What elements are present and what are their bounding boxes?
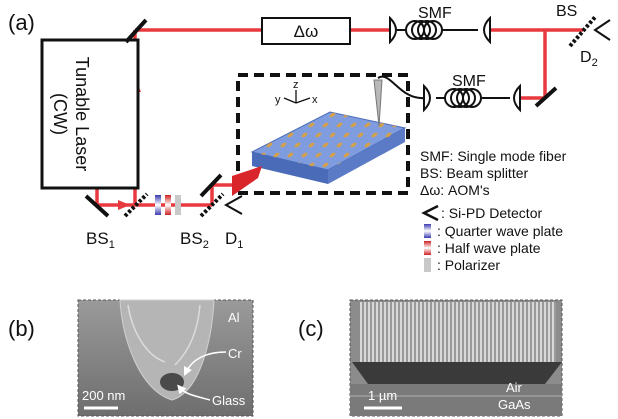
input-light-cone — [232, 166, 262, 196]
smf-top-coupler-in — [389, 15, 397, 45]
fiber-to-probe — [377, 75, 425, 100]
bs1-symbol — [123, 192, 149, 218]
laser-label: Tunable Laser (CW) — [50, 57, 92, 171]
nsom-probe-tip — [373, 79, 383, 127]
beam-arrow-right — [118, 200, 130, 210]
detector-d2-icon — [593, 19, 611, 41]
bs1-label: BS1 — [86, 229, 115, 251]
legend-hwp: : Half wave plate — [437, 240, 541, 256]
axis-z-label: z — [293, 79, 299, 91]
axes-indicator — [283, 90, 311, 104]
legend-pol-icon — [424, 258, 431, 272]
sem-b-al-label: Al — [228, 310, 240, 325]
sem-c-gaas-label: GaAs — [498, 397, 531, 412]
smf-bottom — [423, 83, 521, 113]
laser-label-line1: Tunable Laser — [72, 57, 92, 171]
smf-bottom-coupler-in — [423, 83, 431, 113]
bs2-symbol — [199, 192, 225, 218]
smf-top — [389, 15, 491, 45]
d2-label: D2 — [580, 49, 598, 69]
mirror-right — [534, 86, 558, 108]
sample-inset-frame — [236, 73, 410, 195]
aom-box — [261, 17, 351, 45]
tunable-laser-box — [40, 38, 140, 190]
legend-smf: SMF: Single mode fiber — [420, 148, 567, 164]
sem-b-glass-label: Glass — [212, 393, 246, 408]
smf-bottom-coupler-out — [513, 83, 521, 113]
mirror-bs2-top — [199, 173, 223, 198]
legend-bs: BS: Beam splitter — [420, 165, 528, 181]
aom-label: Δω — [294, 22, 319, 41]
laser-label-line2: (CW) — [50, 93, 70, 135]
legend: SMF: Single mode fiber BS: Beam splitter… — [420, 148, 567, 273]
sem-c-air-label: Air — [506, 380, 523, 395]
sem-image-c: Air GaAs 1 µm — [349, 299, 563, 417]
mirror-top-left — [124, 18, 148, 44]
smf-top-label: SMF — [418, 5, 452, 22]
photonic-crystal-chip — [250, 111, 407, 184]
bs-right-label: BS — [556, 3, 577, 20]
legend-detector: : Si-PD Detector — [441, 205, 542, 221]
mirrors — [84, 18, 558, 218]
d1-label: D1 — [225, 229, 243, 251]
bs-right-symbol — [568, 14, 598, 48]
smf-bottom-label: SMF — [452, 73, 486, 90]
polarizer — [175, 195, 181, 215]
detector-d1-icon — [223, 195, 243, 215]
panel-label-c: (c) — [298, 316, 324, 341]
mirror-bottom-left — [84, 194, 110, 218]
beam-splitters — [123, 14, 598, 218]
bs2-label: BS2 — [180, 229, 209, 251]
panel-label-a: (a) — [8, 10, 35, 35]
legend-aom: Δω: AOM's — [420, 182, 490, 198]
legend-qwp: : Quarter wave plate — [437, 223, 563, 239]
legend-pol: : Polarizer — [437, 257, 500, 273]
legend-qwp-icon — [424, 224, 431, 238]
sem-c-scale-label: 1 µm — [368, 388, 397, 403]
legend-hwp-icon — [424, 241, 431, 255]
axis-y-label: y — [275, 94, 281, 106]
sem-image-b: Al Cr Glass 200 nm — [77, 299, 254, 417]
sem-b-cr-label: Cr — [228, 346, 242, 361]
panel-label-b: (b) — [8, 316, 35, 341]
quarter-wave-plate — [155, 195, 161, 215]
half-wave-plate — [165, 195, 171, 215]
smf-top-coupler-out — [483, 15, 491, 45]
legend-detector-icon — [421, 204, 439, 222]
axis-x-label: x — [312, 94, 318, 106]
sem-b-scale-label: 200 nm — [82, 388, 125, 403]
